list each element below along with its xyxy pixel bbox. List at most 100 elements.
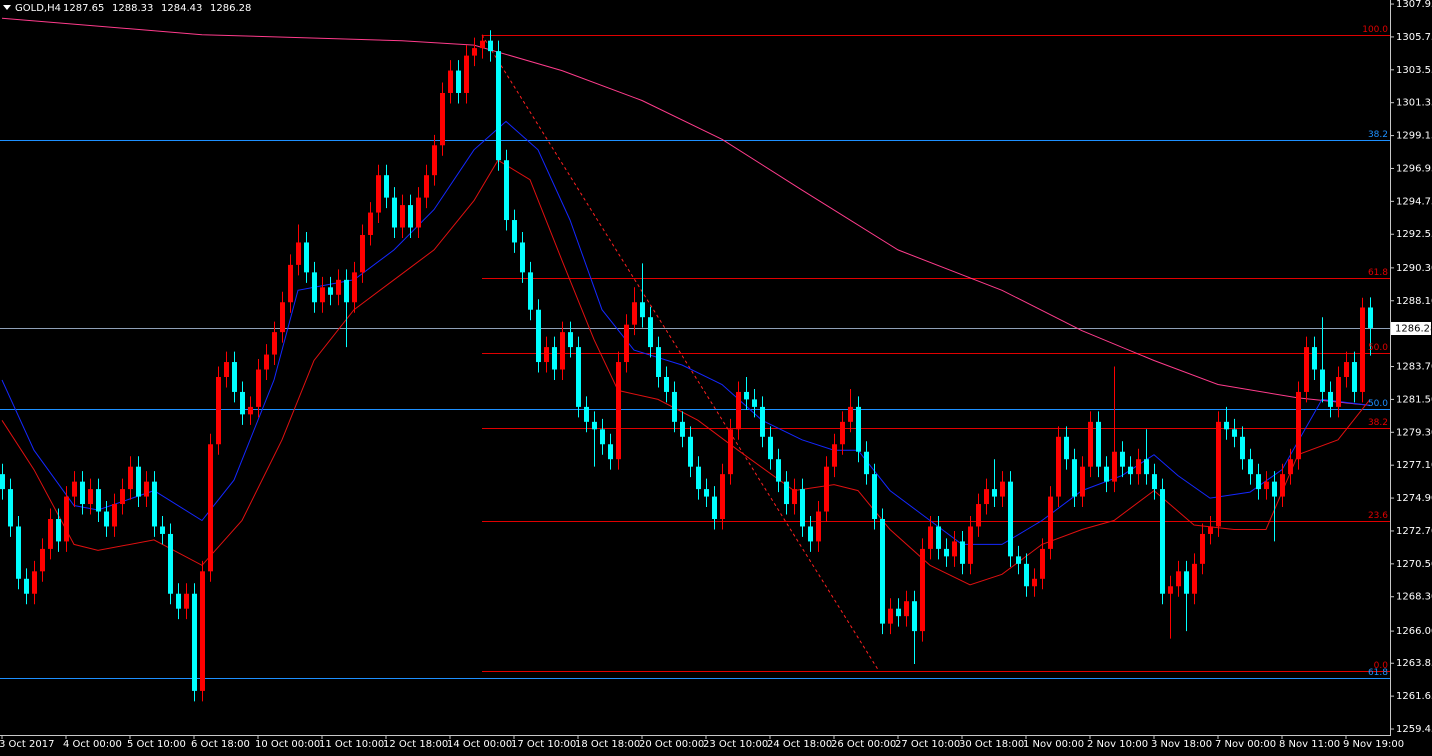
candle-body (1048, 496, 1053, 549)
candle-body (1024, 563, 1029, 587)
price-label: 1286.28 (1395, 324, 1432, 335)
menu-arrow[interactable] (3, 5, 11, 10)
candle-body (120, 489, 125, 505)
candle-body (136, 466, 141, 497)
candle-body (1240, 436, 1245, 460)
candle-body (720, 474, 725, 519)
x-tick-label: 23 Oct 10:00 (703, 739, 768, 750)
candle-body (1112, 451, 1117, 482)
y-tick-label: 1290.30 (1396, 263, 1432, 274)
candle-body (1064, 436, 1069, 460)
candle-body (1328, 391, 1333, 407)
fib-label: 0.0 (1374, 661, 1389, 671)
candle-body (160, 526, 165, 534)
x-tick-label: 27 Oct 10:00 (895, 739, 960, 750)
candle-body (336, 279, 341, 295)
y-tick-label: 1303.55 (1396, 65, 1432, 76)
candle-body (1320, 369, 1325, 392)
candle-body (1168, 586, 1173, 594)
candle-body (1352, 362, 1357, 392)
candle-body (976, 504, 981, 527)
candle-body (792, 489, 797, 505)
plot-area (0, 17, 1390, 702)
candle-body (880, 518, 885, 624)
y-tick-label: 1277.10 (1396, 460, 1432, 471)
x-tick-label: 1 Nov 00:00 (1023, 739, 1084, 750)
candle-body (984, 489, 989, 505)
y-tick-label: 1292.55 (1396, 229, 1432, 240)
price-label-box (1391, 322, 1431, 335)
trend-line (481, 34, 880, 672)
candle-body (1208, 526, 1213, 534)
candle-body (600, 429, 605, 445)
x-tick-label: 8 Nov 11:00 (1279, 739, 1340, 750)
candle-body (352, 272, 357, 303)
y-tick-label: 1259.45 (1396, 724, 1432, 735)
fib-label: 50.0 (1368, 399, 1388, 409)
candle-body (1080, 466, 1085, 497)
x-tick-label: 7 Nov 00:00 (1215, 739, 1276, 750)
candle-body (688, 436, 693, 467)
candle-body (328, 287, 333, 295)
high: 1288.33 (112, 3, 153, 14)
candle-body (40, 548, 45, 572)
candle-body (1312, 347, 1317, 370)
fib-label: 38.2 (1368, 130, 1388, 140)
candle-body (208, 444, 213, 572)
candle-body (1104, 466, 1109, 482)
candle-body (920, 548, 925, 632)
candle-body (1040, 548, 1045, 579)
candle-body (672, 391, 677, 422)
x-tick-label: 10 Oct 00:00 (255, 739, 320, 750)
x-tick-label: 24 Oct 18:00 (767, 739, 832, 750)
candle-body (1000, 481, 1005, 497)
candle-body (48, 518, 53, 549)
candle-body (224, 362, 229, 377)
candle-body (992, 489, 997, 497)
candle-body (752, 399, 757, 407)
candle-body (360, 234, 365, 273)
candle-body (552, 347, 557, 370)
moving-average (1, 120, 1371, 545)
candle-body (304, 242, 309, 273)
x-tick-label: 14 Oct 00:00 (447, 739, 512, 750)
candle-body (1232, 429, 1237, 437)
candle-body (520, 242, 525, 273)
candle-body (576, 347, 581, 407)
y-tick-label: 1288.10 (1396, 296, 1432, 307)
candle-body (1032, 578, 1037, 587)
candle-body (776, 459, 781, 482)
y-tick-label: 1268.30 (1396, 592, 1432, 603)
candle-body (144, 481, 149, 497)
candle-body (1184, 571, 1189, 594)
candle-body (8, 489, 13, 527)
candle-body (1056, 436, 1061, 497)
fib-label: 61.8 (1368, 668, 1388, 678)
candle-body (448, 70, 453, 93)
candle-body (424, 175, 429, 198)
candle-body (176, 593, 181, 609)
x-tick-label: 5 Oct 10:00 (127, 739, 186, 750)
candle-body (632, 302, 637, 325)
candle-body (1368, 307, 1373, 328)
candle-body (1160, 489, 1165, 594)
x-tick-label: 30 Oct 18:00 (959, 739, 1024, 750)
candle-body (928, 526, 933, 549)
candle-body (808, 526, 813, 542)
x-tick-label: 17 Oct 10:00 (511, 739, 576, 750)
candle-body (568, 332, 573, 348)
candle-body (1072, 459, 1077, 497)
candle-body (16, 526, 21, 579)
candle-body (1336, 376, 1341, 407)
candle-body (1256, 474, 1261, 490)
candle-body (1288, 459, 1293, 475)
candle-body (664, 376, 669, 392)
y-tick-label: 1274.90 (1396, 493, 1432, 504)
candle-body (104, 511, 109, 527)
candle-body (1144, 459, 1149, 475)
candle-body (1152, 474, 1157, 490)
candle-body (408, 205, 413, 228)
close: 1286.28 (210, 3, 251, 14)
